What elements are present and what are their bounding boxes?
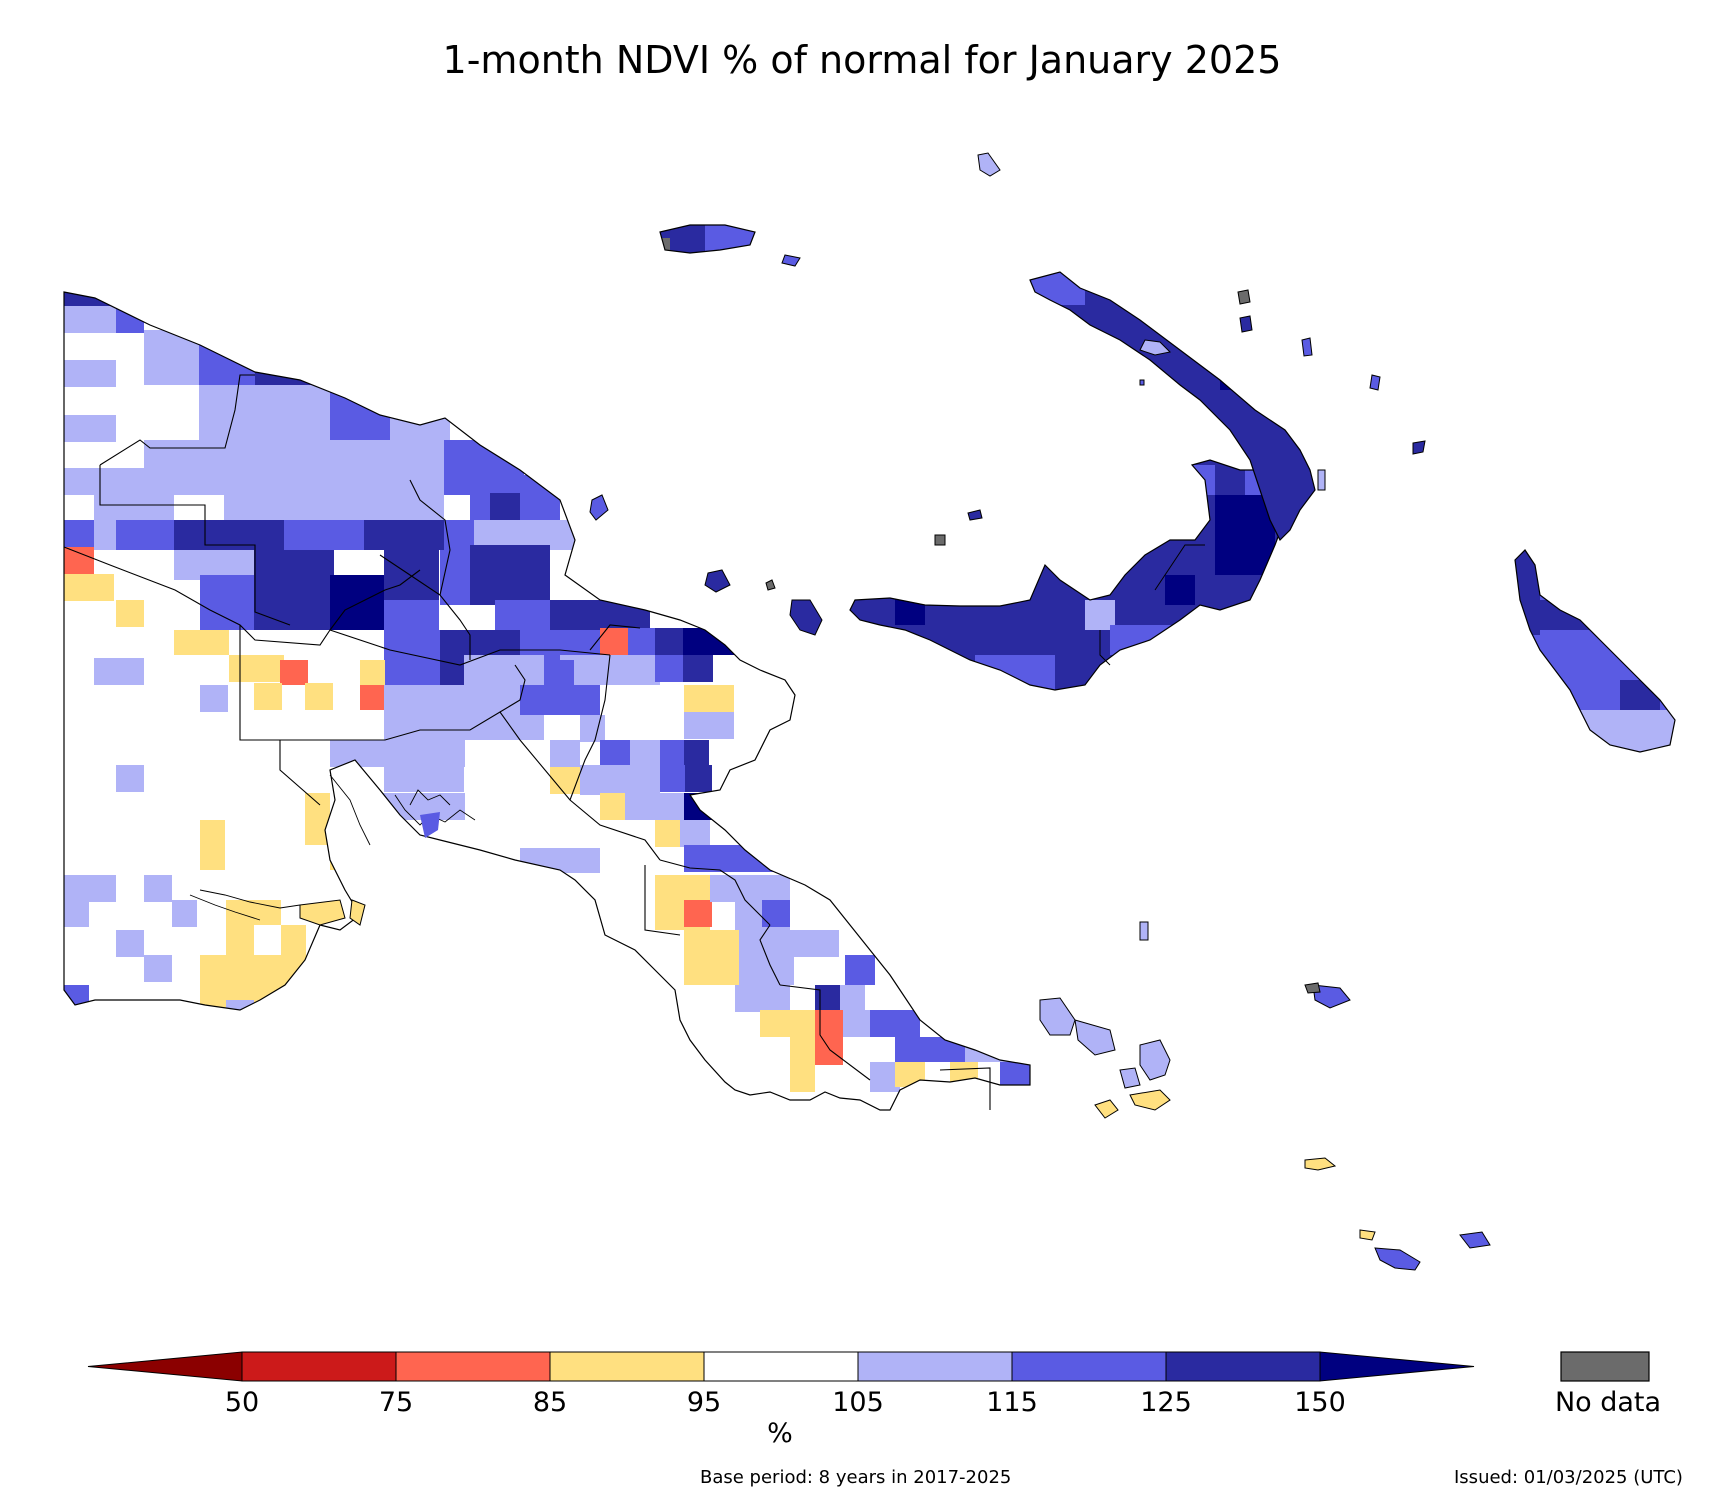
colorbar-high-arrow xyxy=(1319,1351,1475,1382)
colorbar-segment xyxy=(1165,1351,1321,1382)
tick-label: 75 xyxy=(378,1387,414,1418)
mainland-coast xyxy=(63,291,1031,1111)
tick-label: 105 xyxy=(832,1387,884,1418)
tick-label: 95 xyxy=(686,1387,722,1418)
colorbar-low-arrow xyxy=(87,1351,243,1382)
colorbar-segment xyxy=(703,1351,859,1382)
colorbar-segment xyxy=(1011,1351,1167,1382)
colorbar-segment xyxy=(241,1351,397,1382)
colorbar-segment xyxy=(395,1351,551,1382)
colorbar-unit: % xyxy=(767,1418,793,1449)
tick-label: 50 xyxy=(224,1387,260,1418)
no-data-label: No data xyxy=(1554,1387,1662,1418)
tick-label: 150 xyxy=(1294,1387,1346,1418)
map-title: 1-month NDVI % of normal for January 202… xyxy=(442,38,1282,82)
manus-coast xyxy=(659,224,756,254)
base-period: Base period: 8 years in 2017-2025 xyxy=(700,1467,1012,1488)
colorbar-segment xyxy=(549,1351,705,1382)
colorbar xyxy=(87,1351,1475,1382)
tick-label: 125 xyxy=(1140,1387,1192,1418)
tick-label: 115 xyxy=(986,1387,1038,1418)
colorbar-segment xyxy=(857,1351,1013,1382)
issued-date: Issued: 01/03/2025 (UTC) xyxy=(1454,1467,1683,1488)
province-boundaries xyxy=(63,374,991,1110)
small-islands xyxy=(299,152,1491,1271)
river-highlights xyxy=(420,812,440,838)
new-britain-island xyxy=(850,460,1290,690)
new-britain-boundary xyxy=(1099,544,1205,666)
no-data-swatch xyxy=(1560,1351,1650,1382)
new-ireland-coast xyxy=(1029,271,1316,542)
bougainville-coast xyxy=(1514,549,1676,753)
tick-label: 85 xyxy=(532,1387,568,1418)
